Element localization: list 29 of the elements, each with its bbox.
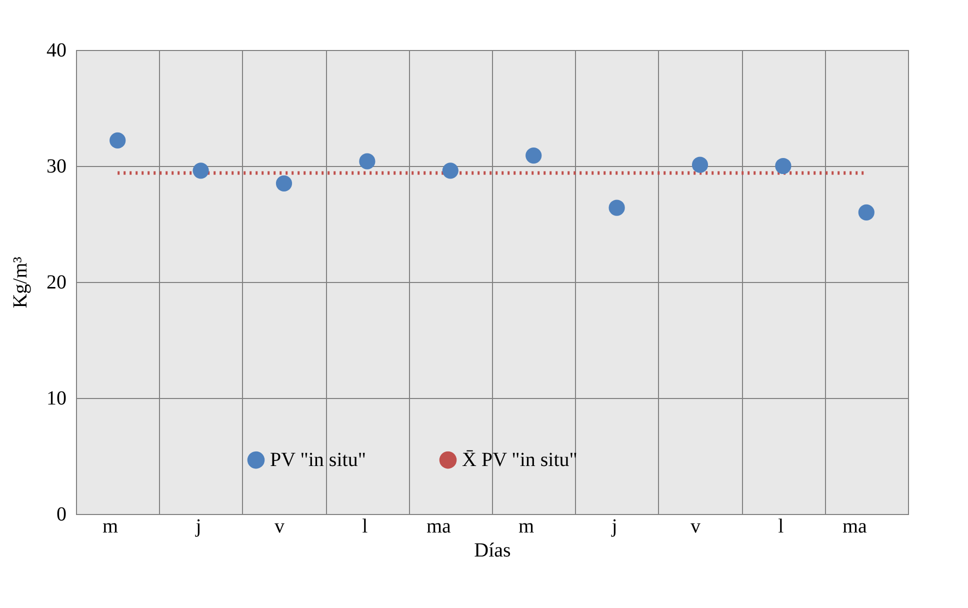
point — [858, 204, 874, 220]
y-axis-title: Kg/m³ — [10, 256, 32, 308]
point — [192, 162, 209, 179]
y-tick-label: 20 — [46, 272, 66, 294]
point — [359, 153, 376, 170]
x-tick-label: v — [690, 516, 700, 538]
point — [110, 132, 126, 149]
point — [442, 162, 458, 179]
y-tick-label: 10 — [46, 388, 66, 410]
point — [526, 148, 542, 164]
x-tick-label: l — [362, 516, 368, 538]
x-tick-label: v — [274, 516, 284, 538]
x-tick-label: ma — [842, 516, 868, 538]
y-tick-label: 0 — [56, 504, 66, 526]
legend-label: PV "in situ" — [270, 449, 366, 472]
legend-label: X̄ PV "in situ" — [462, 449, 578, 472]
y-tick-label: 40 — [46, 40, 66, 62]
x-tick-label: m — [102, 516, 119, 538]
x-tick-label: ma — [426, 516, 452, 538]
point — [775, 158, 792, 174]
point — [608, 200, 625, 216]
x-tick-label: m — [518, 516, 535, 538]
x-tick-label: j — [194, 516, 202, 538]
x-axis-title: Días — [474, 540, 512, 562]
x-tick-label: j — [610, 516, 618, 538]
y-tick-label: 30 — [46, 156, 66, 178]
point — [692, 156, 708, 173]
point — [276, 175, 292, 192]
x-tick-label: l — [778, 516, 784, 538]
